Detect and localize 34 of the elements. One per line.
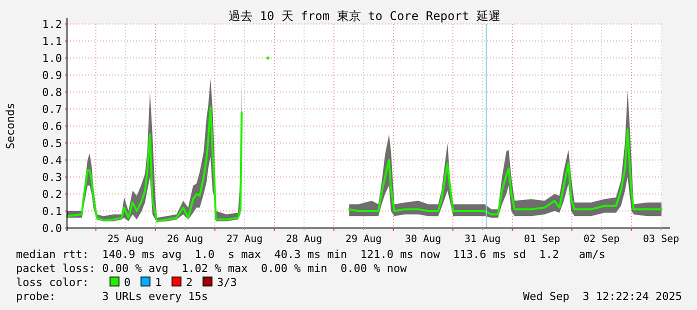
y-tick-label: 0.5 [42, 137, 62, 150]
x-tick-label: 31 Aug [464, 234, 501, 245]
y-tick-label: 0.9 [42, 69, 62, 82]
y-tick-label: 0.1 [42, 205, 62, 218]
y-axis-title: Seconds [4, 102, 17, 150]
chart-title: 過去 10 天 from 東京 to Core Report 延遲 [228, 9, 500, 23]
y-tick-label: 0.7 [42, 103, 62, 116]
x-tick-label: 27 Aug [226, 234, 263, 245]
y-tick-label: 0.8 [42, 86, 62, 99]
x-tick-label: 01 Sep [524, 234, 560, 245]
x-tick-label: 26 Aug [167, 234, 204, 245]
legend-label: 1 [155, 276, 162, 289]
y-tick-label: 1.2 [42, 18, 62, 31]
legend-title: loss color: [16, 276, 89, 289]
y-tick-label: 1.0 [42, 52, 62, 65]
y-tick-label: 0.6 [42, 120, 62, 133]
x-tick-label: 03 Sep [643, 234, 680, 245]
text: probe: 3 URLs every 15s [16, 290, 208, 303]
y-tick-label: 0.0 [42, 222, 62, 235]
y-tick-label: 0.4 [42, 154, 62, 167]
legend-label: 2 [186, 276, 193, 289]
x-tick-label: 02 Sep [584, 234, 620, 245]
text: packet loss: 0.00 % avg 1.02 % max 0.00 % min 0.00 % now [16, 262, 408, 275]
x-tick-label: 29 Aug [346, 234, 382, 245]
legend-label: 3/3 [217, 276, 237, 289]
x-tick-label: 30 Aug [405, 234, 442, 245]
legend-label: 0 [124, 276, 131, 289]
text: median rtt: 140.9 ms avg 1.0 s max 40.3 ms min 121.0 ms now 113.6 ms sd 1.2 am/s [16, 248, 606, 261]
y-tick-label: 0.3 [42, 171, 62, 184]
y-tick-label: 0.2 [42, 188, 62, 201]
x-tick-label: 28 Aug [286, 234, 322, 245]
text: Wed Sep 3 12:22:24 2025 [523, 290, 682, 303]
y-tick-label: 1.1 [42, 35, 62, 48]
x-tick-label: 25 Aug [108, 234, 144, 245]
